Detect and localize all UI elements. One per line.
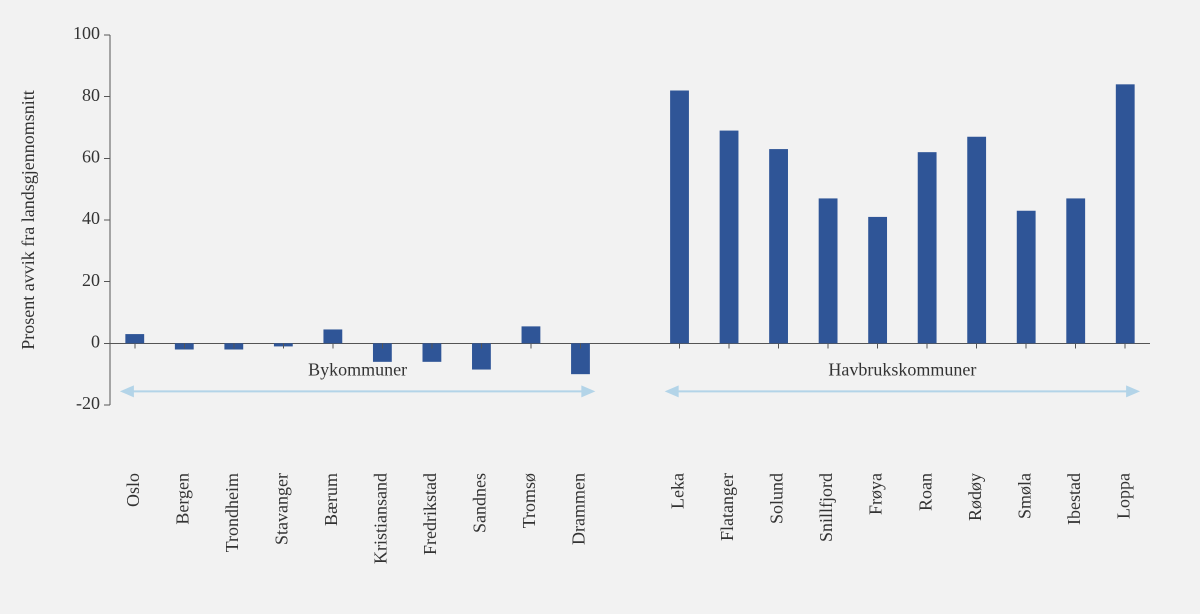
group-label: Bykommuner	[308, 359, 407, 379]
category-label: Fredrikstad	[420, 473, 440, 555]
y-axis-label: Prosent avvik fra landsgjennomsnitt	[18, 90, 38, 349]
bar	[769, 149, 788, 343]
category-label: Frøya	[866, 473, 886, 515]
category-label: Drammen	[569, 473, 589, 545]
category-label: Leka	[668, 473, 688, 509]
category-label: Snillfjord	[816, 473, 836, 542]
y-tick-label: -20	[76, 393, 100, 413]
bar	[868, 217, 887, 343]
bar	[522, 326, 541, 343]
category-label: Flatanger	[717, 473, 737, 541]
bar-chart: -20 0 20 40 60 80 100 Prosent avvik fra landsgj…	[0, 0, 1200, 614]
category-label: Sandnes	[470, 473, 490, 533]
bar	[819, 198, 838, 343]
category-label: Ibestad	[1064, 473, 1084, 525]
chart-svg: -20 0 20 40 60 80 100 Prosent avvik fra landsgj…	[0, 0, 1200, 614]
category-label: Stavanger	[271, 473, 291, 545]
bar	[918, 152, 937, 343]
category-label: Rødøy	[965, 473, 985, 521]
category-label: Tromsø	[519, 473, 539, 528]
y-tick-label: 60	[82, 146, 100, 166]
bar	[1017, 211, 1036, 344]
category-label: Oslo	[123, 473, 143, 507]
bar	[720, 131, 739, 344]
y-tick-label: 0	[91, 331, 100, 351]
category-label: Solund	[767, 473, 787, 524]
bar	[1066, 198, 1085, 343]
y-tick-label: 40	[82, 208, 100, 228]
bar	[1116, 84, 1135, 343]
group-label: Havbrukskommuner	[828, 359, 976, 379]
category-label: Roan	[915, 473, 935, 511]
category-label: Loppa	[1113, 473, 1133, 519]
category-label: Trondheim	[222, 473, 242, 552]
category-label: Bergen	[172, 473, 192, 525]
bar	[125, 334, 144, 343]
y-tick-label: 20	[82, 270, 100, 290]
y-tick-label: 100	[73, 23, 100, 43]
bar	[967, 137, 986, 344]
bar	[323, 329, 342, 343]
category-label: Kristiansand	[371, 473, 391, 564]
category-label: Smøla	[1014, 473, 1034, 519]
category-label: Bærum	[321, 473, 341, 526]
bar	[670, 91, 689, 344]
y-tick-label: 80	[82, 85, 100, 105]
